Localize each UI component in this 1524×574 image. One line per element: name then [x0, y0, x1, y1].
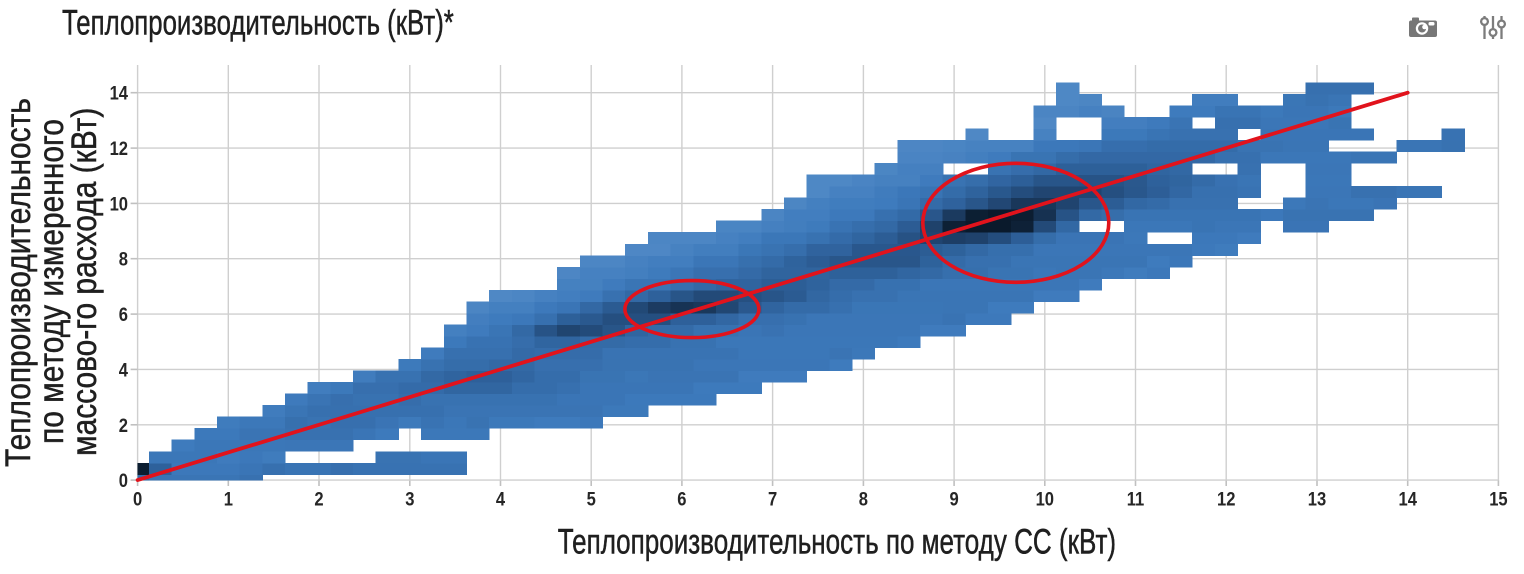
- svg-text:Теплопроизводительность по мет: Теплопроизводительность по методу СС (кВ…: [558, 522, 1116, 562]
- svg-text:Теплопроизводительность (кВт)*: Теплопроизводительность (кВт)*: [62, 3, 454, 43]
- svg-text:0: 0: [119, 470, 128, 492]
- svg-text:6: 6: [677, 488, 686, 510]
- svg-text:массово-го расхода (кВт): массово-го расхода (кВт): [65, 108, 104, 456]
- svg-text:4: 4: [496, 488, 505, 510]
- svg-text:12: 12: [110, 138, 128, 160]
- svg-text:5: 5: [587, 488, 596, 510]
- svg-text:8: 8: [859, 488, 868, 510]
- svg-text:по методу измеренного: по методу измеренного: [32, 119, 71, 444]
- svg-text:4: 4: [119, 359, 128, 381]
- svg-text:3: 3: [405, 488, 414, 510]
- svg-text:8: 8: [119, 248, 128, 270]
- svg-text:0: 0: [133, 488, 142, 510]
- svg-text:10: 10: [1036, 488, 1054, 510]
- svg-text:2: 2: [119, 415, 128, 437]
- svg-text:11: 11: [1127, 488, 1145, 510]
- svg-text:6: 6: [119, 304, 128, 326]
- svg-text:10: 10: [110, 193, 128, 215]
- svg-text:13: 13: [1308, 488, 1326, 510]
- svg-text:7: 7: [768, 488, 777, 510]
- svg-text:2: 2: [314, 488, 323, 510]
- svg-text:14: 14: [110, 82, 128, 104]
- svg-text:12: 12: [1217, 488, 1235, 510]
- svg-text:15: 15: [1489, 488, 1507, 510]
- svg-text:14: 14: [1398, 488, 1416, 510]
- svg-text:1: 1: [224, 488, 233, 510]
- svg-text:9: 9: [949, 488, 958, 510]
- svg-text:Теплопроизводительность: Теплопроизводительность: [0, 98, 38, 467]
